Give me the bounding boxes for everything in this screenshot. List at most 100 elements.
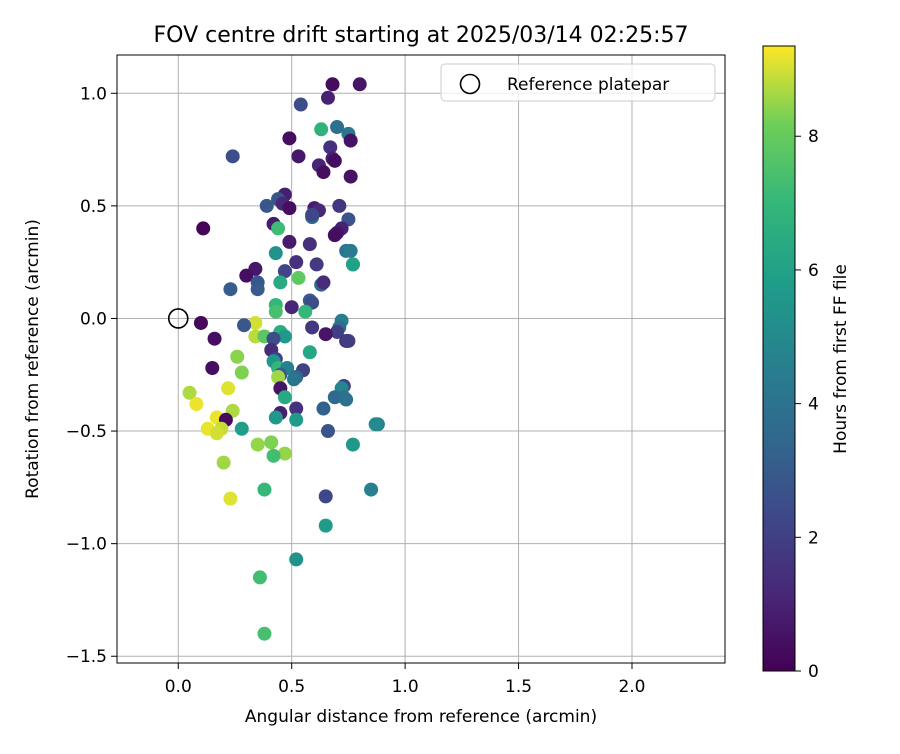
data-point — [196, 221, 211, 236]
data-point — [318, 327, 333, 342]
data-point — [289, 412, 304, 427]
x-tick-label: 2.0 — [618, 677, 645, 697]
colorbar-gradient — [763, 46, 795, 671]
data-point — [193, 315, 208, 330]
data-point — [216, 455, 231, 470]
data-point — [223, 491, 238, 506]
data-point — [316, 401, 331, 416]
chart-title: FOV centre drift starting at 2025/03/14 … — [154, 23, 689, 48]
x-tick-label: 0.5 — [278, 677, 305, 697]
reference-marker-group — [167, 308, 189, 329]
data-point — [345, 257, 360, 272]
data-points — [182, 77, 385, 641]
data-point — [271, 221, 286, 236]
data-point — [343, 169, 358, 184]
colorbar-tick-label: 4 — [808, 395, 819, 415]
data-point — [343, 133, 358, 148]
data-point — [293, 97, 308, 112]
data-point — [282, 131, 297, 146]
data-point — [271, 370, 286, 385]
data-point — [209, 426, 224, 441]
data-point — [257, 482, 272, 497]
data-point — [352, 77, 367, 92]
x-axis-label: Angular distance from reference (arcmin) — [245, 707, 597, 727]
plot-frame — [116, 54, 726, 664]
x-tick-label: 0.0 — [165, 677, 192, 697]
data-point — [234, 421, 249, 436]
colorbar: 0 2 4 6 8 Hours from first FF file — [762, 45, 851, 682]
data-point — [316, 165, 331, 180]
data-point — [225, 149, 240, 164]
colorbar-frame — [762, 45, 796, 672]
data-point — [289, 401, 304, 416]
data-point — [339, 392, 354, 407]
y-tick-label: −1.5 — [66, 647, 107, 667]
data-point — [250, 437, 265, 452]
y-tick-label: −0.5 — [66, 422, 107, 442]
x-tick-label: 1.0 — [392, 677, 419, 697]
data-point — [284, 300, 299, 315]
data-point — [368, 417, 383, 432]
colorbar-label: Hours from first FF file — [831, 264, 851, 454]
data-point — [305, 207, 320, 222]
data-point — [343, 243, 358, 258]
data-point — [318, 518, 333, 533]
data-point — [323, 140, 338, 155]
data-point — [282, 234, 297, 249]
data-point — [277, 446, 292, 461]
colorbar-tick-label: 0 — [808, 662, 819, 682]
legend-box — [440, 63, 716, 102]
data-point — [182, 385, 197, 400]
y-axis-label: Rotation from reference (arcmin) — [23, 219, 43, 499]
data-point — [189, 397, 204, 412]
data-point — [364, 482, 379, 497]
data-point — [239, 268, 254, 283]
data-point — [268, 410, 283, 425]
data-point — [320, 90, 335, 105]
data-point — [282, 201, 297, 216]
data-point — [345, 437, 360, 452]
data-point — [207, 331, 222, 346]
y-tick-label: 0.5 — [80, 197, 107, 217]
y-tick-label: 0.0 — [80, 309, 107, 329]
legend: Reference platepar — [440, 63, 716, 102]
x-axis-ticks: 0.0 0.5 1.0 1.5 2.0 — [165, 663, 646, 697]
data-point — [332, 198, 347, 213]
data-point — [298, 304, 313, 319]
data-point — [327, 390, 342, 405]
data-point — [257, 626, 272, 641]
x-tick-label: 1.5 — [505, 677, 532, 697]
data-point — [320, 424, 335, 439]
data-point — [205, 361, 220, 376]
data-point — [266, 448, 281, 463]
data-point — [273, 275, 288, 290]
data-point — [291, 149, 306, 164]
data-point — [318, 489, 333, 504]
data-point — [330, 120, 345, 135]
data-point — [330, 324, 345, 339]
data-point — [314, 122, 329, 137]
colorbar-tick-label: 2 — [808, 528, 819, 548]
data-point — [268, 304, 283, 319]
data-point — [277, 329, 292, 344]
legend-open-circle-icon — [459, 73, 481, 95]
data-point — [248, 315, 263, 330]
y-tick-label: −1.0 — [66, 535, 107, 555]
reference-platepar-marker — [167, 308, 189, 329]
data-point — [277, 264, 292, 279]
data-point — [264, 435, 279, 450]
data-point — [277, 390, 292, 405]
data-point — [223, 282, 238, 297]
y-tick-label: 1.0 — [80, 84, 107, 104]
data-point — [305, 320, 320, 335]
data-point — [327, 153, 342, 168]
data-point — [325, 77, 340, 92]
data-point — [286, 372, 301, 387]
data-point — [289, 255, 304, 270]
data-point — [302, 345, 317, 360]
data-point — [291, 270, 306, 285]
legend-entry-reference: Reference platepar — [507, 75, 669, 95]
data-point — [266, 331, 281, 346]
data-point — [268, 246, 283, 261]
